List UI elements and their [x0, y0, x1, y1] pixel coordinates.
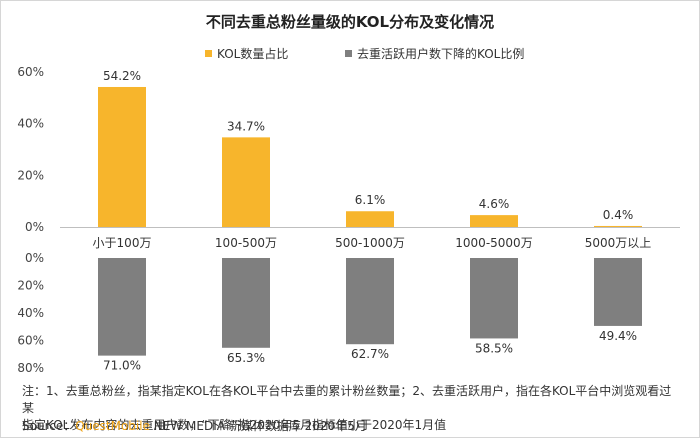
- bar-declining-share: [470, 258, 518, 339]
- top-tick-label: 20%: [17, 168, 44, 182]
- footnote: 注：1、去重总粉丝，指某指定KOL在各KOL平台中去重的累计粉丝数量；2、去重活…: [22, 383, 682, 434]
- category-label: 500-1000万: [335, 236, 405, 250]
- data-label-declining-share: 71.0%: [103, 359, 141, 373]
- legend-swatch-declining-share: [345, 50, 352, 57]
- bar-declining-share: [594, 258, 642, 326]
- bottom-tick-label: 80%: [17, 361, 44, 375]
- chart-title: 不同去重总粉丝量级的KOL分布及变化情况: [206, 13, 494, 31]
- source-line: Source：QuestMobile NEW MEDIA 新媒体数据库 2020…: [22, 417, 367, 434]
- data-label-declining-share: 49.4%: [599, 329, 637, 343]
- source-brand: QuestMobile: [75, 419, 150, 433]
- value-labels: 54.2% 71.0% 34.7% 65.3% 6.1% 62.7% 4.6% 58.5% 0.…: [103, 69, 637, 373]
- data-label-declining-share: 65.3%: [227, 351, 265, 365]
- bar-declining-share: [346, 258, 394, 345]
- top-axis-ticks: 0% 20% 40% 60%: [17, 65, 44, 234]
- data-label-kol-share: 6.1%: [355, 193, 386, 207]
- data-label-kol-share: 4.6%: [479, 197, 510, 211]
- bar-kol-share: [98, 86, 146, 227]
- data-label-kol-share: 34.7%: [227, 119, 265, 133]
- footnote-line-1: 注：1、去重总粉丝，指某指定KOL在各KOL平台中去重的累计粉丝数量；2、去重活…: [22, 384, 672, 415]
- category-label: 小于100万: [93, 236, 152, 250]
- bottom-tick-label: 40%: [17, 306, 44, 320]
- category-label: 100-500万: [215, 236, 277, 250]
- footnote-line-2: 指定KOL发布内容的去重用户数，“下降”指2020年5月指标值小于2020年1月…: [22, 418, 447, 432]
- legend-swatch-kol-share: [205, 50, 212, 57]
- category-label: 1000-5000万: [455, 236, 532, 250]
- legend: KOL数量占比 去重活跃用户数下降的KOL比例: [205, 46, 524, 61]
- bars: [60, 86, 680, 356]
- bottom-tick-label: 0%: [25, 251, 44, 265]
- bar-kol-share: [222, 137, 270, 227]
- top-tick-label: 40%: [17, 117, 44, 131]
- top-tick-label: 60%: [17, 65, 44, 79]
- bar-declining-share: [98, 258, 146, 356]
- category-labels: 小于100万 100-500万 500-1000万 1000-5000万 5000万以上: [93, 236, 652, 250]
- bar-kol-share: [470, 215, 518, 227]
- bar-kol-share: [346, 211, 394, 227]
- data-label-declining-share: 58.5%: [475, 341, 513, 355]
- bottom-axis-ticks: 0% 20% 40% 60% 80%: [17, 251, 44, 375]
- data-label-kol-share: 0.4%: [603, 208, 634, 222]
- source-rest: NEW MEDIA 新媒体数据库 2020年5月: [149, 419, 367, 433]
- source-prefix: Source：: [22, 419, 76, 433]
- bottom-tick-label: 20%: [17, 279, 44, 293]
- category-label: 5000万以上: [585, 236, 652, 250]
- top-tick-label: 0%: [25, 220, 44, 234]
- data-label-kol-share: 54.2%: [103, 69, 141, 83]
- data-label-declining-share: 62.7%: [351, 347, 389, 361]
- bottom-tick-label: 60%: [17, 334, 44, 348]
- legend-label-kol-share: KOL数量占比: [217, 46, 288, 61]
- bar-kol-share: [594, 225, 642, 227]
- bar-declining-share: [222, 258, 270, 348]
- legend-label-declining-share: 去重活跃用户数下降的KOL比例: [357, 46, 524, 61]
